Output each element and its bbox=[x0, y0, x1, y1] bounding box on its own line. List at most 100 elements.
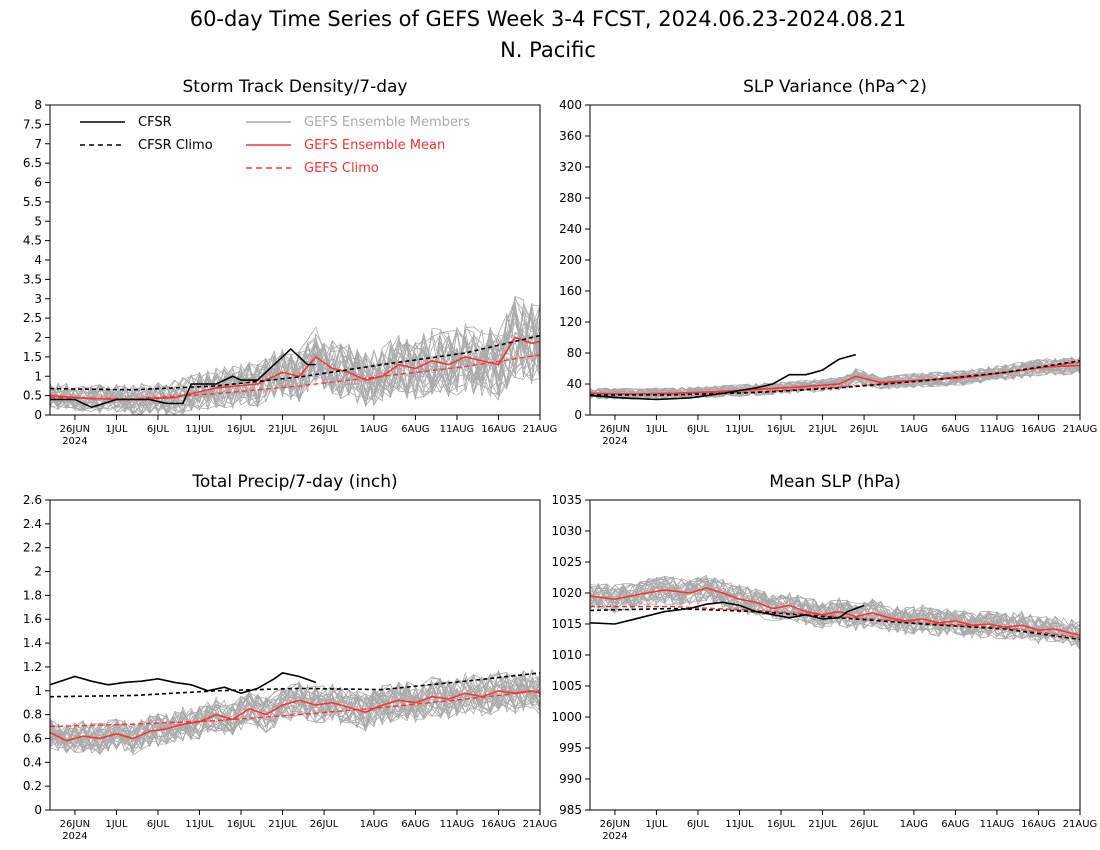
x-tick-label: 1JUL bbox=[645, 819, 668, 830]
x-tick-label: 26JUN bbox=[600, 424, 630, 435]
panel-title: Storm Track Density/7-day bbox=[183, 77, 408, 97]
x-tick-label: 16JUL bbox=[767, 424, 796, 435]
y-tick-label: 160 bbox=[559, 284, 582, 298]
x-tick-label: 26JUL bbox=[310, 819, 339, 830]
x-tick-label: 1AUG bbox=[360, 819, 388, 830]
y-tick-label: 400 bbox=[559, 98, 582, 112]
ensemble-member-line bbox=[589, 577, 1081, 640]
y-tick-label: 0 bbox=[574, 408, 582, 422]
y-tick-label: 1.4 bbox=[23, 636, 42, 650]
y-tick-label: 240 bbox=[559, 222, 582, 236]
series-cfsr bbox=[50, 348, 316, 409]
ensemble-member-line bbox=[589, 578, 1081, 645]
y-tick-label: 2 bbox=[34, 331, 42, 345]
x-tick-label: 1JUL bbox=[105, 424, 128, 435]
series-gefs-climo bbox=[590, 605, 1081, 639]
y-tick-label: 7 bbox=[34, 137, 42, 151]
panel-title: Total Precip/7-day (inch) bbox=[191, 472, 397, 492]
series-gefs-ensemble-mean bbox=[49, 336, 541, 401]
x-tick-label: 16JUL bbox=[767, 819, 796, 830]
y-tick-label: 1025 bbox=[551, 555, 582, 569]
panels-group: Storm Track Density/7-day 0 0.5 1 1.5 2 2.5 3 3.… bbox=[23, 77, 1097, 842]
ensemble-member-line bbox=[49, 673, 541, 747]
legend-label: GEFS Ensemble Members bbox=[304, 115, 470, 130]
y-tick-label: 1015 bbox=[551, 617, 582, 631]
series-cfsr-climo bbox=[590, 360, 1081, 396]
y-tick-label: 3.5 bbox=[23, 272, 42, 286]
x-tick-label: 21JUL bbox=[268, 424, 297, 435]
x-tick-label: 6JUL bbox=[147, 424, 170, 435]
y-tick-label: 0.2 bbox=[23, 779, 42, 793]
y-tick-label: 3 bbox=[34, 292, 42, 306]
ensemble-member-line bbox=[589, 578, 1081, 646]
x-tick-label: 11AUG bbox=[440, 819, 475, 830]
series-gefs-climo bbox=[49, 690, 541, 728]
legend-label: CFSR bbox=[138, 115, 172, 130]
y-tick-label: 7.5 bbox=[23, 117, 42, 131]
x-tick-label: 26JUL bbox=[850, 819, 879, 830]
x-tick-label: 1AUG bbox=[360, 424, 388, 435]
x-tick-label: 21AUG bbox=[1063, 819, 1098, 830]
figure-title-line1: 60-day Time Series of GEFS Week 3-4 FCST… bbox=[190, 7, 907, 31]
y-tick-label: 1010 bbox=[551, 648, 582, 662]
x-tick-label: 1JUL bbox=[105, 819, 128, 830]
y-tick-label: 0.5 bbox=[23, 389, 42, 403]
x-tick-label: 11JUL bbox=[725, 424, 754, 435]
ensemble-member-line bbox=[49, 314, 541, 413]
y-tick-label: 1000 bbox=[551, 710, 582, 724]
y-tick-label: 5.5 bbox=[23, 195, 42, 209]
x-tick-label: 6AUG bbox=[401, 424, 429, 435]
panel-1: Storm Track Density/7-day 0 0.5 1 1.5 2 2.5 3 3.… bbox=[23, 77, 557, 447]
legend-label: GEFS Ensemble Mean bbox=[304, 138, 445, 153]
panel-4: Mean SLP (hPa) 985 990 995 1000 1005 1010 1015 1… bbox=[551, 472, 1097, 842]
x-tick-label: 21AUG bbox=[1063, 424, 1098, 435]
ensemble-members bbox=[49, 295, 541, 416]
panel-2: SLP Variance (hPa^2) 0 40 80 120 160 200 240 280… bbox=[559, 77, 1097, 447]
panel-title: SLP Variance (hPa^2) bbox=[743, 77, 927, 97]
y-tick-label: 0.6 bbox=[23, 731, 42, 745]
x-tick-label: 21AUG bbox=[523, 424, 558, 435]
series-cfsr-climo bbox=[589, 607, 1081, 641]
y-tick-label: 120 bbox=[559, 315, 582, 329]
y-tick-label: 995 bbox=[559, 741, 582, 755]
y-tick-label: 1.5 bbox=[23, 350, 42, 364]
y-tick-label: 1035 bbox=[551, 493, 582, 507]
y-tick-label: 2.6 bbox=[23, 493, 42, 507]
y-tick-label: 5 bbox=[34, 214, 42, 228]
y-tick-label: 1.8 bbox=[23, 588, 42, 602]
ensemble-member-line bbox=[589, 577, 1081, 645]
y-tick-label: 200 bbox=[559, 253, 582, 267]
series-cfsr bbox=[589, 353, 857, 401]
x-tick-label: 11JUL bbox=[725, 819, 754, 830]
ensemble-member-line bbox=[49, 313, 541, 413]
ensemble-member-line bbox=[49, 673, 541, 753]
x-tick-label: 11AUG bbox=[980, 819, 1015, 830]
y-tick-label: 1005 bbox=[551, 679, 582, 693]
legend-label: GEFS Climo bbox=[304, 161, 379, 176]
y-tick-label: 2.2 bbox=[23, 541, 42, 555]
plot-frame bbox=[49, 499, 541, 811]
y-tick-label: 1.6 bbox=[23, 612, 42, 626]
series-cfsr bbox=[49, 672, 317, 695]
x-tick-label: 21JUL bbox=[268, 819, 297, 830]
x-tick-label: 6AUG bbox=[941, 819, 969, 830]
x-tick-label: 26JUN bbox=[600, 819, 630, 830]
y-tick-label: 80 bbox=[567, 346, 582, 360]
x-tick-label: 1AUG bbox=[900, 424, 928, 435]
x-tick-label: 26JUN bbox=[60, 424, 90, 435]
y-tick-label: 0 bbox=[34, 803, 42, 817]
x-tick-label: 11JUL bbox=[185, 819, 214, 830]
y-tick-label: 2.4 bbox=[23, 517, 42, 531]
y-tick-label: 0.4 bbox=[23, 755, 42, 769]
x-tick-label: 21JUL bbox=[808, 819, 837, 830]
x-year-label: 2024 bbox=[62, 831, 87, 842]
y-tick-label: 1030 bbox=[551, 524, 582, 538]
series-cfsr-climo bbox=[49, 672, 541, 698]
y-tick-label: 6.5 bbox=[23, 156, 42, 170]
y-tick-label: 2 bbox=[34, 565, 42, 579]
y-tick-label: 4.5 bbox=[23, 234, 42, 248]
y-tick-label: 280 bbox=[559, 191, 582, 205]
x-tick-label: 6JUL bbox=[687, 424, 710, 435]
y-tick-label: 1 bbox=[34, 369, 42, 383]
